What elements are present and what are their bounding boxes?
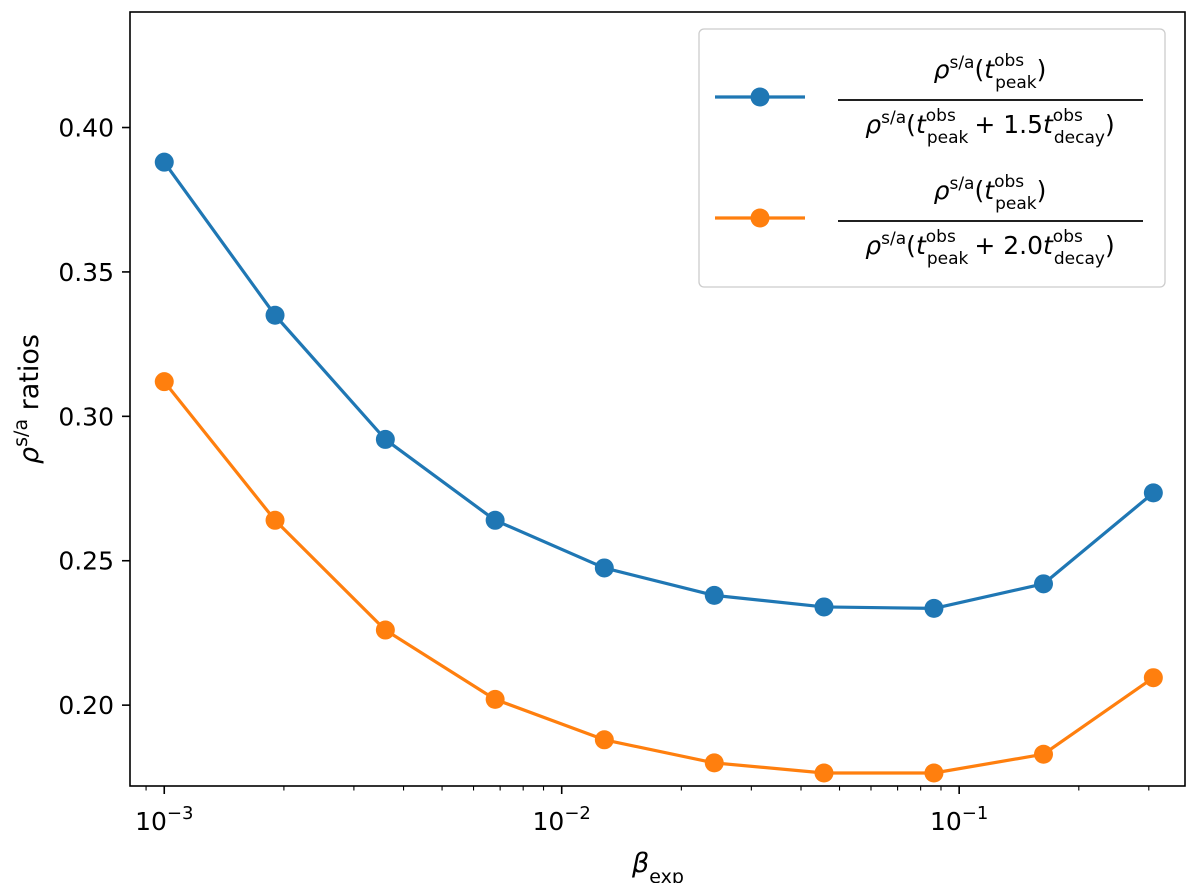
series-1-point (924, 598, 944, 618)
series-2-point (265, 510, 285, 530)
y-tick-label: 0.40 (58, 114, 114, 143)
series-1-point (1143, 483, 1163, 503)
series-2-point (924, 763, 944, 783)
series-1-point (265, 305, 285, 325)
legend-frame (698, 28, 1166, 288)
y-axis: 0.20 0.25 0.30 0.35 0.40 (58, 114, 130, 720)
legend-entry-1: ρs/a(tobs peak) ρs/a(tobs peak + 1.5tobs dec… (715, 51, 1143, 148)
series-2-point (1143, 668, 1163, 688)
x-tick-label: 10−2 (533, 803, 591, 836)
x-tick-label: 10−1 (930, 803, 988, 836)
y-tick-label: 0.25 (58, 547, 114, 576)
series-layer (154, 152, 1163, 783)
y-axis-label: ρs/a ratios (10, 334, 45, 464)
series-1-line (162, 161, 1155, 610)
x-axis: 10−3 10−2 10−1 (135, 786, 1150, 836)
x-tick-label: 10−3 (135, 803, 193, 836)
legend-entry-2: ρs/a(tobs peak) ρs/a(tobs peak + 2.0tobs dec… (715, 172, 1143, 269)
series-1-point (375, 429, 395, 449)
series-2-point (594, 730, 614, 750)
series-2-point (485, 689, 505, 709)
series-2-point (375, 620, 395, 640)
y-tick-label: 0.35 (58, 258, 114, 287)
legend-marker-2 (750, 208, 770, 228)
legend-1-denominator: ρs/a(tobs peak + 1.5tobs decay) (865, 106, 1114, 148)
series-2-line (163, 380, 1155, 775)
x-axis-label: βexp (631, 848, 684, 883)
series-1-point (814, 597, 834, 617)
legend-2-denominator: ρs/a(tobs peak + 2.0tobs decay) (865, 227, 1114, 269)
series-1-point (154, 152, 174, 172)
series-1-point (594, 558, 614, 578)
y-tick-label: 0.30 (58, 402, 114, 431)
legend: ρs/a(tobs peak) ρs/a(tobs peak + 1.5tobs dec… (698, 28, 1166, 288)
axes-frame (129, 11, 1186, 787)
legend-1-numerator: ρs/a(tobs peak) (934, 51, 1047, 93)
series-1-point (704, 585, 724, 605)
series-1-point (1034, 574, 1054, 594)
legend-marker-1 (750, 87, 770, 107)
y-tick-label: 0.20 (58, 691, 114, 720)
series-2-point (814, 763, 834, 783)
series-2-point (1034, 744, 1054, 764)
series-2-point (154, 372, 174, 392)
legend-2-numerator: ρs/a(tobs peak) (934, 172, 1047, 214)
series-2-point (704, 753, 724, 773)
series-1-point (485, 510, 505, 530)
